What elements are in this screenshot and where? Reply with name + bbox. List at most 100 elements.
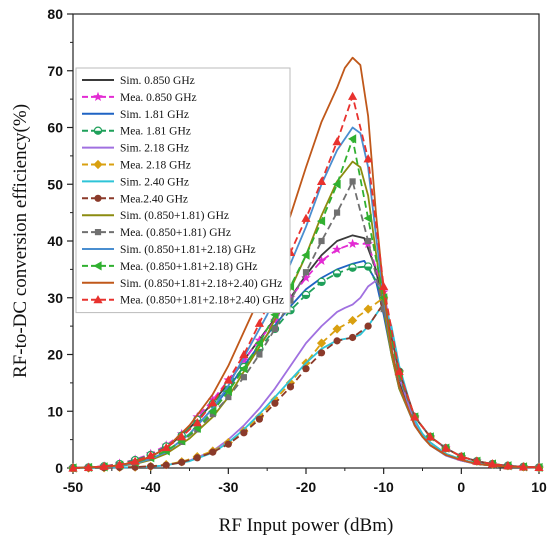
data-point [365,237,372,245]
data-point [192,418,202,427]
data-point [193,454,201,462]
data-point [348,134,357,144]
data-point [347,238,358,248]
legend-item: Mea. (0.850+1.81+2.18) GHz [82,261,258,273]
data-point [130,456,140,465]
data-point [534,462,544,472]
y-tick-label: 10 [47,403,63,419]
data-point [115,459,125,469]
x-tick-label: -10 [374,479,394,495]
legend-label: Sim. 2.18 GHz [120,143,189,155]
legend-marker [94,194,102,202]
data-point [224,440,232,448]
legend-label: Mea. 1.81 GHz [120,126,191,138]
data-point [394,366,404,376]
data-point [332,269,342,278]
data-point [301,250,310,260]
legend-item: Sim. 2.40 GHz [82,176,189,188]
y-tick-label: 0 [55,460,63,476]
data-point [147,462,155,470]
data-point [254,318,264,327]
x-axis-title: RF Input power (dBm) [219,515,394,536]
data-point [223,386,232,396]
y-axis-title: RF-to-DC conversion efficiency(%) [10,104,31,378]
legend-marker [93,295,103,304]
data-point [302,365,310,373]
legend-marker [93,91,103,102]
series-line [72,56,540,469]
data-point [286,383,295,391]
legend-label: Mea. (0.850+1.81) GHz [120,227,231,239]
data-point [209,410,216,418]
series-line [73,296,540,469]
legend-item: Mea. 2.18 GHz [82,160,191,172]
series-7 [72,302,540,469]
data-point [254,338,263,348]
data-point [317,349,326,357]
data-point [208,398,218,407]
legend-box [75,67,291,314]
legend: Sim. 0.850 GHz Mea. 0.850 GHz Sim. 1.81 GH… [75,67,291,314]
data-point [301,213,311,222]
data-point [271,399,279,407]
data-point [396,374,403,381]
data-point [99,461,109,470]
data-point [254,335,265,345]
series-line [72,302,540,469]
data-point [333,209,341,216]
data-point [255,415,263,423]
data-point [348,91,358,100]
legend-item: Sim. (0.850+1.81) GHz [82,210,229,222]
x-tick-label: -20 [296,479,316,495]
data-point [456,452,466,461]
data-point [225,393,232,401]
legend-item: Sim. 2.18 GHz [82,143,189,155]
legend-label: Sim. 2.40 GHz [120,176,189,188]
data-point [239,355,249,365]
data-point [256,351,263,358]
legend-label: Sim. 0.850 GHz [120,75,195,87]
data-point [271,325,279,333]
data-point [177,432,187,441]
data-point [162,461,170,469]
data-point [208,406,217,416]
data-point [301,290,311,300]
data-point [316,176,327,186]
data-point [348,315,358,326]
data-point [425,432,435,441]
y-tick-label: 40 [47,233,63,249]
legend-item: Mea. (0.850+1.81) GHz [82,227,231,239]
y-tick-label: 60 [47,120,63,136]
data-point [364,322,372,330]
data-point [316,255,327,265]
data-point [363,213,372,223]
x-tick-label: 10 [531,479,547,495]
legend-label: Sim. (0.850+1.81+2.18+2.40) GHz [120,278,282,290]
data-point [349,178,356,185]
legend-item: Sim. (0.850+1.81+2.18+2.40) GHz [82,278,282,290]
legend-marker [93,261,102,271]
data-point [68,463,78,472]
legend-label: Mea. 2.18 GHz [120,160,191,172]
legend-label: Sim. (0.850+1.81) GHz [120,210,229,222]
data-point [146,450,156,460]
data-point [161,442,171,452]
y-tick-label: 50 [47,176,63,192]
x-tick-label: -40 [141,479,161,495]
data-point [316,216,326,226]
legend-item: Sim. 1.81 GHz [82,109,189,121]
legend-item: Sim. (0.850+1.81+2.18) GHz [82,244,256,256]
y-tick-label: 30 [47,290,63,306]
data-point [316,338,327,348]
legend-label: Sim. 1.81 GHz [120,109,189,121]
data-point [240,429,248,437]
data-point [363,262,373,271]
data-point [332,137,342,146]
data-point [317,277,326,287]
data-point [503,461,513,470]
data-point [349,333,357,342]
legend-item: Mea. 0.850 GHz [82,91,197,104]
series-6 [68,293,544,473]
data-point [209,448,217,456]
